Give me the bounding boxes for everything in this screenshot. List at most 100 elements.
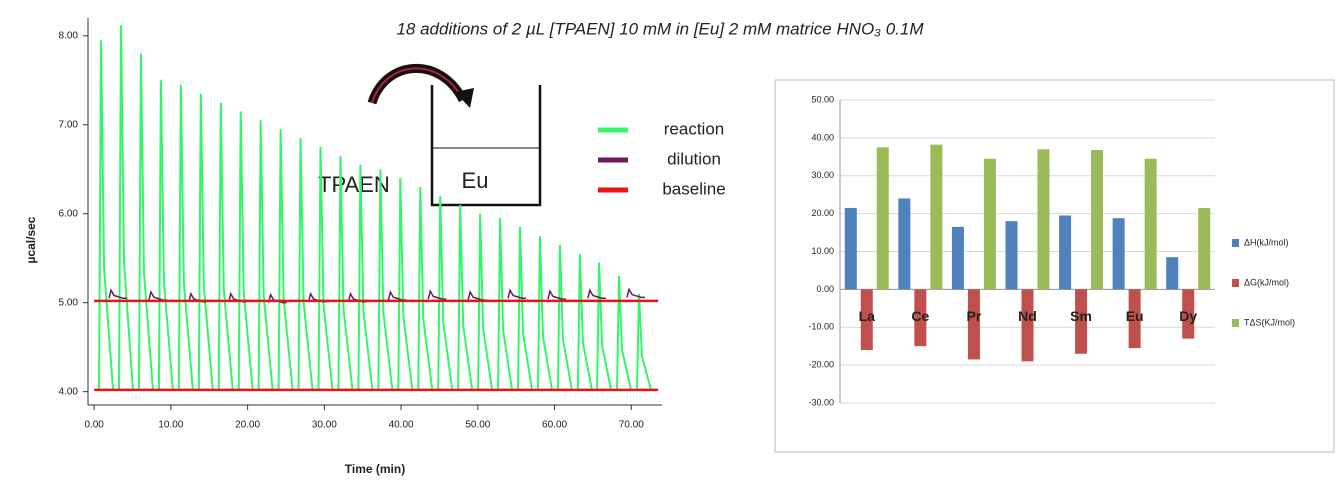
annotation: TPAEN (318, 172, 390, 197)
arrow (367, 63, 468, 105)
bar (1144, 158, 1157, 290)
reaction-peak (497, 218, 517, 391)
bar (983, 158, 996, 290)
reaction-peak (257, 120, 277, 391)
reaction-peak (197, 93, 217, 391)
arrow-head (455, 88, 474, 108)
reaction-peak (596, 262, 616, 391)
bar (860, 289, 873, 350)
y-tick-label: -30.00 (808, 397, 834, 407)
x-tick-label: 40.00 (389, 420, 414, 431)
y-tick-label: 40.00 (811, 132, 834, 142)
legend-label: ΔH(kJ/mol) (1244, 237, 1289, 247)
reaction-peak (117, 25, 137, 391)
bar (1005, 221, 1018, 290)
reaction-peak (137, 53, 157, 391)
reaction-peak (377, 169, 397, 391)
dilution-peak (587, 288, 606, 299)
reaction-peak (297, 138, 317, 391)
y-tick-label: 7.00 (59, 119, 79, 130)
bar (930, 144, 943, 290)
y-axis-label: µcal/sec (24, 216, 38, 263)
x-axis-label: Time (min) (345, 462, 405, 476)
reaction-peak (417, 187, 437, 391)
y-tick-label: 20.00 (811, 208, 834, 218)
y-tick-label: 50.00 (811, 94, 834, 104)
x-tick-label: 70.00 (619, 420, 644, 431)
reaction-peak (217, 102, 237, 391)
bar (876, 147, 889, 290)
reaction-peak (616, 275, 636, 391)
bar (1021, 289, 1034, 362)
legend-label: TΔS(KJ/mol) (1244, 317, 1295, 327)
x-tick-label: Ce (911, 308, 929, 324)
reaction-peak (517, 227, 537, 391)
y-tick-label: 10.00 (811, 246, 834, 256)
bar (951, 226, 964, 290)
x-tick-label: Eu (1126, 308, 1144, 324)
reaction-peak (556, 244, 576, 391)
arrow-accent (371, 67, 464, 104)
reaction-peak (277, 129, 297, 391)
bar (844, 207, 857, 290)
bar (1182, 289, 1195, 339)
bar (898, 198, 911, 290)
legend-swatch (1232, 279, 1239, 287)
legend-label: ΔG(kJ/mol) (1244, 277, 1289, 287)
beaker (430, 85, 542, 207)
bar (1075, 289, 1088, 354)
legend-swatch (1232, 239, 1239, 247)
reaction-peak (635, 293, 655, 391)
x-tick-label: 50.00 (465, 420, 490, 431)
legend-swatch (1232, 319, 1239, 327)
bar (967, 289, 980, 360)
dilution-peak (507, 288, 527, 299)
bar (1128, 289, 1141, 349)
x-tick-label: Dy (1179, 308, 1197, 324)
y-tick-label: 30.00 (811, 170, 834, 180)
y-tick-label: 5.00 (59, 297, 79, 308)
reaction-peak (536, 235, 556, 391)
y-tick-label: 4.00 (59, 386, 79, 397)
x-tick-label: 0.00 (84, 420, 104, 431)
x-tick-label: Sm (1070, 308, 1092, 324)
bar (1166, 257, 1179, 290)
reaction-peak (98, 40, 118, 391)
legend-label: dilution (667, 149, 721, 168)
bar (1198, 207, 1211, 290)
baseline-line (94, 299, 659, 392)
reaction-peak (237, 111, 257, 391)
y-tick-label: 6.00 (59, 208, 79, 219)
reaction-peak (437, 195, 457, 391)
reaction-peak (576, 253, 596, 391)
dilution-peak (427, 289, 447, 300)
y-tick-label: 8.00 (59, 30, 79, 41)
dilution-peak (108, 288, 128, 299)
dilution-peak (467, 290, 487, 301)
bar (1091, 149, 1104, 290)
x-tick-label: La (859, 308, 876, 324)
y-tick-label: -20.00 (808, 360, 834, 370)
x-tick-label: 30.00 (312, 420, 337, 431)
dilution-peak (547, 289, 566, 300)
x-tick-label: 20.00 (235, 420, 260, 431)
reaction-peak (177, 84, 197, 391)
legend-label: reaction (664, 119, 724, 138)
x-tick-label: 60.00 (542, 420, 567, 431)
reaction-peak (157, 80, 177, 391)
bar (1112, 218, 1125, 290)
annotation: Eu (462, 168, 489, 193)
bar (914, 289, 927, 347)
bar (1037, 149, 1050, 290)
reaction-peak (397, 178, 417, 391)
dilution-peak (626, 287, 646, 299)
y-tick-label: 0.00 (816, 284, 834, 294)
legend-label: baseline (662, 179, 725, 198)
x-tick-label: Pr (967, 308, 982, 324)
chart-frame (774, 79, 1335, 453)
bar (1059, 215, 1072, 290)
x-tick-label: Nd (1018, 308, 1037, 324)
x-tick-label: 10.00 (158, 420, 183, 431)
